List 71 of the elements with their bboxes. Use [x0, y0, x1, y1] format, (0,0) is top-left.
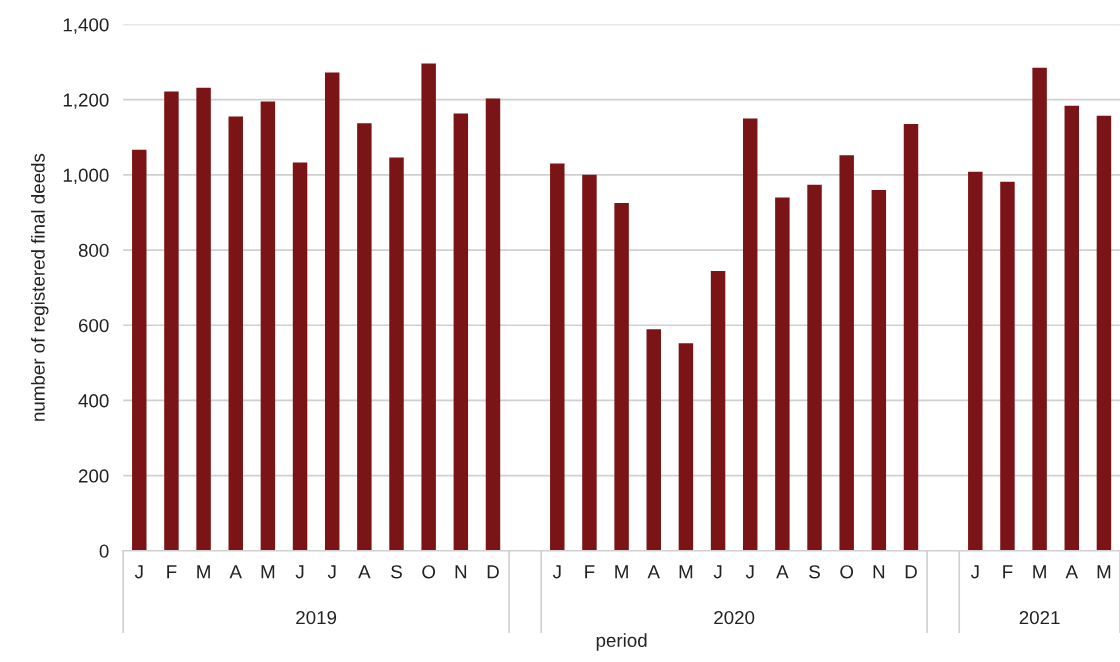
- bar: [1096, 115, 1112, 551]
- bar: [742, 118, 758, 551]
- x-tick-label: D: [487, 565, 499, 579]
- x-tick-label: F: [167, 565, 177, 579]
- bar: [1064, 105, 1079, 551]
- x-tick-label: J: [327, 565, 336, 579]
- x-tick-label: A: [229, 565, 242, 579]
- x-tick-label: N: [873, 565, 885, 579]
- x-tick-label: J: [713, 565, 722, 579]
- bar: [132, 149, 147, 551]
- bar: [839, 155, 854, 551]
- y-tick-label: 1,400: [63, 18, 109, 34]
- x-tick-label: A: [647, 565, 660, 579]
- x-tick-label: F: [1003, 565, 1013, 579]
- bar: [614, 203, 629, 551]
- x-tick-label: J: [134, 565, 143, 579]
- x-tick-label: A: [1065, 565, 1078, 579]
- x-tick-label: M: [197, 565, 210, 579]
- bar: [710, 271, 726, 551]
- y-tick-label: 600: [78, 318, 109, 333]
- y-axis-title: number of registered final deeds: [31, 153, 49, 421]
- y-tick-label: 0: [99, 544, 109, 558]
- x-tick-label: M: [615, 565, 628, 579]
- x-tick-label: J: [970, 565, 979, 579]
- x-tick-label: M: [1097, 565, 1111, 579]
- bar: [196, 87, 211, 551]
- bar: [582, 174, 597, 551]
- y-tick-label: 800: [78, 243, 109, 258]
- bar: [646, 329, 661, 551]
- bar: [453, 113, 469, 551]
- x-tick-label: O: [422, 565, 436, 579]
- text: 2019: [296, 610, 337, 625]
- bar: [678, 343, 694, 551]
- y-tick-label: 400: [78, 394, 109, 408]
- y-tick-label: 1,200: [63, 93, 109, 109]
- bar: [228, 116, 243, 551]
- text: 2020: [714, 610, 755, 625]
- bar: [324, 72, 340, 551]
- bar: [421, 63, 436, 551]
- x-tick-label: D: [905, 565, 917, 579]
- y-tick-label: 200: [78, 469, 109, 483]
- text: 2021: [1019, 610, 1060, 625]
- x-tick-label: S: [391, 565, 402, 579]
- bar: [871, 189, 887, 551]
- x-tick-label: F: [585, 565, 595, 579]
- y-tick-label: 1,000: [63, 168, 109, 185]
- bar: [1000, 181, 1015, 551]
- bar: [485, 98, 501, 551]
- bar: [550, 163, 565, 551]
- bar: [389, 157, 404, 551]
- x-tick-label: M: [679, 565, 693, 579]
- bar: [903, 124, 919, 551]
- bar: [164, 91, 179, 551]
- bar: [1032, 67, 1047, 551]
- bar: [968, 171, 983, 551]
- x-tick-label: J: [745, 565, 754, 579]
- x-tick-label: O: [840, 565, 854, 579]
- bar: [807, 184, 822, 551]
- x-tick-label: M: [261, 565, 275, 579]
- bar: [775, 197, 790, 551]
- x-tick-label: J: [552, 565, 561, 579]
- bar: [260, 101, 276, 551]
- bar: [292, 162, 308, 551]
- x-tick-label: M: [1033, 565, 1046, 579]
- x-tick-label: S: [809, 565, 820, 579]
- x-tick-label: J: [295, 565, 304, 579]
- x-axis-title: period: [596, 633, 647, 651]
- bar: [357, 123, 372, 551]
- x-tick-label: A: [776, 565, 789, 579]
- x-tick-label: N: [455, 565, 467, 579]
- x-tick-label: A: [358, 565, 371, 579]
